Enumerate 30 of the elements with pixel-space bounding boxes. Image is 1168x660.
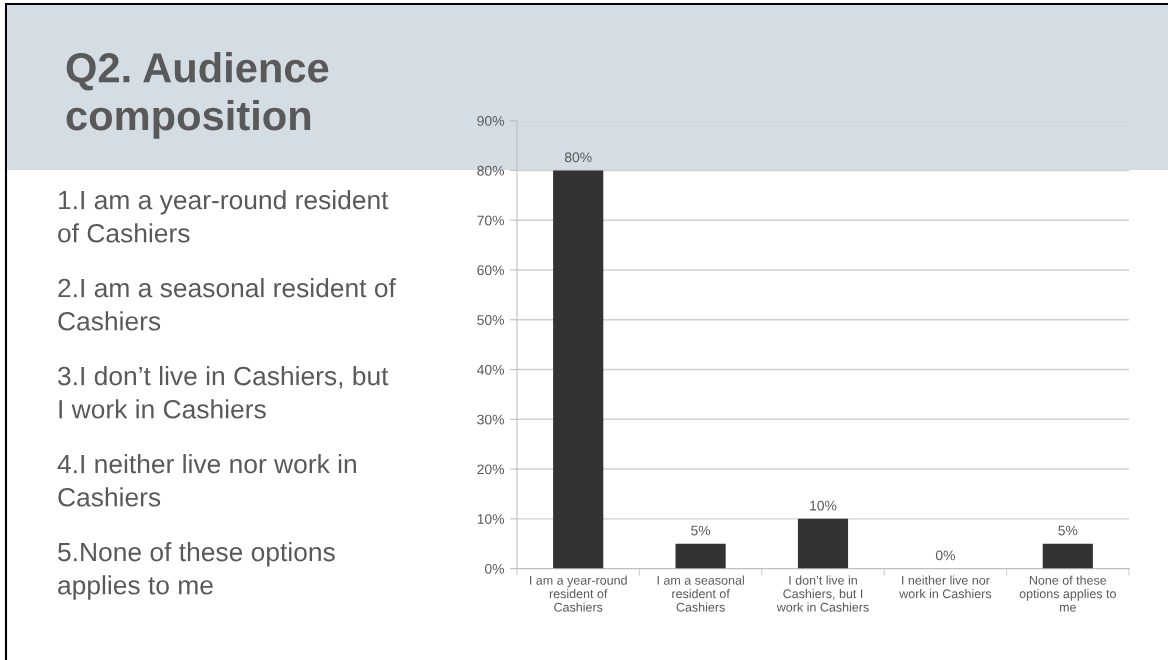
y-tick-label: 30% (477, 414, 505, 425)
x-tick-label: I am a year-round resident of Cashiers (530, 575, 627, 612)
y-tick-label: 70% (477, 215, 505, 226)
bar (675, 543, 726, 569)
text: 1.I am a year-round resident of Cashiers (58, 190, 389, 243)
bar (1042, 543, 1093, 569)
x-tick-label: I don’t live in Cashiers, but I work in Cashiers (776, 575, 869, 612)
bar (553, 170, 604, 569)
text: 2.I am a seasonal resident of Cashiers (58, 278, 396, 331)
y-tick-label: 80% (477, 165, 505, 176)
chart-title: Q2. Audience composition (66, 52, 329, 139)
data-label: 10% (810, 500, 837, 511)
y-tick-label: 60% (477, 265, 505, 276)
data-label: 5% (691, 525, 711, 536)
y-tick-label: 90% (477, 116, 505, 126)
text: 3.I don’t live in Cashiers, but I work in Cashiers (58, 366, 389, 419)
y-tick-label: 20% (477, 464, 505, 475)
data-label: 0% (935, 550, 955, 561)
data-label: 80% (564, 152, 592, 163)
x-tick-label: I am a seasonal resident of Cashiers (657, 575, 744, 612)
text: 5.None of these options applies to me (58, 542, 335, 600)
y-tick-label: 40% (477, 364, 505, 375)
x-tick-label: None of these options applies to me (1019, 575, 1116, 612)
data-label: 5% (1058, 525, 1078, 536)
y-tick-label: 50% (477, 315, 505, 325)
y-tick-label: 0% (484, 563, 505, 574)
y-tick-label: 10% (477, 514, 505, 524)
bar (797, 518, 849, 569)
x-tick-label: I neither live nor work in Cashiers (899, 575, 992, 599)
text: 4.I neither live nor work in Cashiers (57, 454, 356, 507)
